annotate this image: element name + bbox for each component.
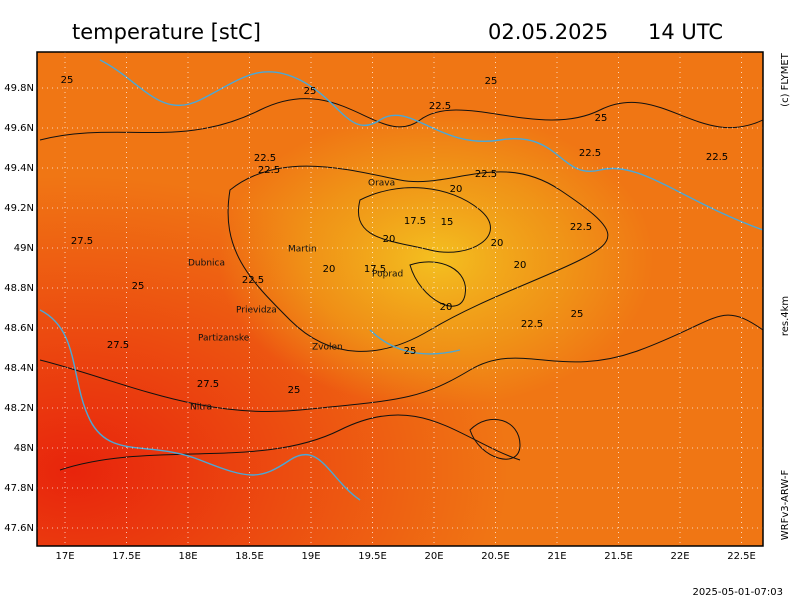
lon-label: 22E (670, 551, 689, 562)
contour-label: 25 (404, 346, 417, 357)
time: 14 UTC (648, 20, 723, 44)
lon-label: 17E (55, 551, 74, 562)
contour-label: 22.5 (242, 275, 264, 286)
contour-label: 22.5 (429, 101, 451, 112)
contour-label: 15 (441, 217, 454, 228)
contour-label: 17.5 (364, 264, 386, 275)
lat-label: 48.6N (4, 323, 34, 334)
lat-label: 47.8N (4, 483, 34, 494)
map (37, 52, 763, 546)
place-name: Partizanske (198, 334, 250, 344)
contour-label: 25 (288, 385, 301, 396)
lat-label: 48.8N (4, 283, 34, 294)
contour-label: 20 (514, 260, 527, 271)
lat-label: 48.2N (4, 403, 34, 414)
place-name: Prievidza (236, 306, 277, 316)
contour-label: 22.5 (706, 152, 728, 163)
contour-label: 20 (323, 264, 336, 275)
contour-label: 20 (440, 302, 453, 313)
contour-label: 25 (304, 86, 317, 97)
contour-label: 20 (450, 184, 463, 195)
contour-label: 27.5 (197, 379, 219, 390)
date: 02.05.2025 (488, 20, 608, 44)
place-name: Poprad (372, 270, 403, 280)
place-name: Martin (288, 245, 317, 255)
lat-label: 48N (14, 443, 34, 454)
place-name: Orava (368, 179, 395, 189)
place-name: Dubnica (188, 259, 225, 269)
model: WRFv3-ARW-F (780, 470, 791, 541)
lon-label: 18.5E (235, 551, 264, 562)
lon-label: 20E (424, 551, 443, 562)
contour-label: 17.5 (404, 216, 426, 227)
cool-area (37, 52, 763, 546)
lon-label: 20.5E (481, 551, 510, 562)
contour-label: 25 (485, 76, 498, 87)
lon-label: 21E (547, 551, 566, 562)
lat-label: 49.8N (4, 83, 34, 94)
place-name: Zvolen (312, 343, 343, 353)
contour-label: 22.5 (475, 169, 497, 180)
lon-label: 21.5E (604, 551, 633, 562)
contour-label: 22.5 (570, 222, 592, 233)
contour-label: 27.5 (71, 236, 93, 247)
map-frame (36, 51, 764, 547)
title: temperature [stC] (72, 20, 261, 44)
footer-timestamp: 2025-05-01-07:03 (692, 587, 783, 598)
graticule (37, 52, 763, 546)
contour-label: 25 (571, 309, 584, 320)
lat-label: 47.6N (4, 523, 34, 534)
contour-label: 20 (491, 238, 504, 249)
place-name: Nitra (190, 403, 212, 413)
lon-label: 19E (301, 551, 320, 562)
lat-label: 49.4N (4, 163, 34, 174)
contour-label: 22.5 (254, 153, 276, 164)
lat-label: 49.2N (4, 203, 34, 214)
contour-label: 22.5 (579, 148, 601, 159)
contour-label: 25 (132, 281, 145, 292)
labels: 17E 17.5E 18E 18.5E 19E 19.5E 20E 20.5E 21E 21.5E… (4, 75, 756, 562)
lon-label: 18E (178, 551, 197, 562)
resolution: res.4km (780, 296, 791, 336)
lat-label: 49.6N (4, 123, 34, 134)
contour-label: 22.5 (258, 165, 280, 176)
contour-label: 25 (595, 113, 608, 124)
contour-label: 25 (61, 75, 74, 86)
contour-label: 20 (383, 234, 396, 245)
lat-label: 48.4N (4, 363, 34, 374)
contour-label: 22.5 (521, 319, 543, 330)
credit: (c) FLYMET (780, 52, 791, 107)
lat-label: 49N (14, 243, 34, 254)
lon-label: 19.5E (358, 551, 387, 562)
lon-label: 17.5E (112, 551, 141, 562)
borders (39, 59, 763, 501)
contour-label: 27.5 (107, 340, 129, 351)
lon-label: 22.5E (727, 551, 756, 562)
